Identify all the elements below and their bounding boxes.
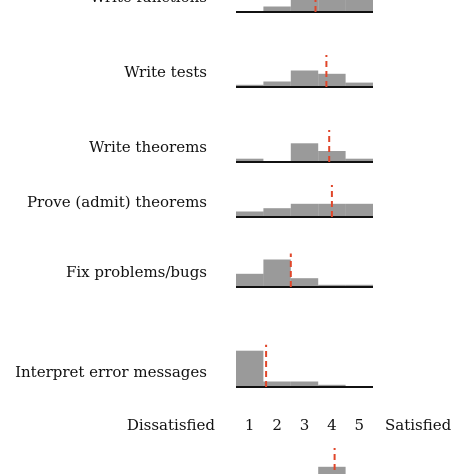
- bar: [263, 208, 291, 217]
- chart-rows: Write functions Write tests Write theorems…: [15, 0, 373, 474]
- bar: [345, 82, 373, 87]
- bar: [318, 466, 346, 474]
- bar: [290, 278, 319, 287]
- row-2: Write tests: [124, 55, 373, 88]
- bar: [318, 151, 346, 162]
- x-tick-label: 3: [300, 416, 310, 434]
- row-label: Write tests: [124, 63, 207, 81]
- bar: [263, 6, 291, 12]
- bar: [263, 81, 291, 87]
- bar: [263, 381, 291, 387]
- bar: [290, 0, 319, 12]
- row-label: Prove (admit) theorems: [27, 193, 207, 211]
- row-label: Write theorems: [89, 138, 207, 156]
- bar: [345, 0, 373, 12]
- bar: [290, 70, 319, 87]
- bar: [318, 384, 346, 387]
- x-axis-label-right: Satisfied: [385, 416, 452, 434]
- bar: [290, 381, 319, 387]
- x-tick-label: 1: [245, 416, 255, 434]
- row-label: Write functions: [90, 0, 207, 6]
- row-5: Fix problems/bugs: [66, 253, 373, 288]
- bar: [318, 284, 346, 287]
- bar: [236, 158, 264, 162]
- bar: [318, 203, 346, 217]
- x-tick-label: 2: [272, 416, 282, 434]
- bar: [236, 273, 264, 287]
- bar: [318, 0, 346, 12]
- bar: [236, 84, 264, 87]
- x-tick-label: 4: [327, 416, 337, 434]
- bar: [290, 203, 319, 217]
- row-label: Interpret error messages: [15, 363, 207, 381]
- bar: [345, 158, 373, 162]
- row-6: Interpret error messages: [15, 344, 373, 388]
- row-1: Write functions: [90, 0, 373, 13]
- bar: [290, 143, 319, 162]
- bar: [236, 211, 264, 217]
- x-tick-label: 5: [355, 416, 365, 434]
- bar: [345, 284, 373, 287]
- x-axis-label-left: Dissatisfied: [127, 416, 216, 434]
- row-7: [318, 448, 346, 474]
- bar: [345, 203, 373, 217]
- bar: [318, 73, 346, 87]
- bar: [236, 350, 264, 387]
- row-label: Fix problems/bugs: [66, 263, 207, 281]
- row-4: Prove (admit) theorems: [27, 185, 373, 218]
- row-3: Write theorems: [89, 130, 373, 163]
- bar: [263, 259, 291, 287]
